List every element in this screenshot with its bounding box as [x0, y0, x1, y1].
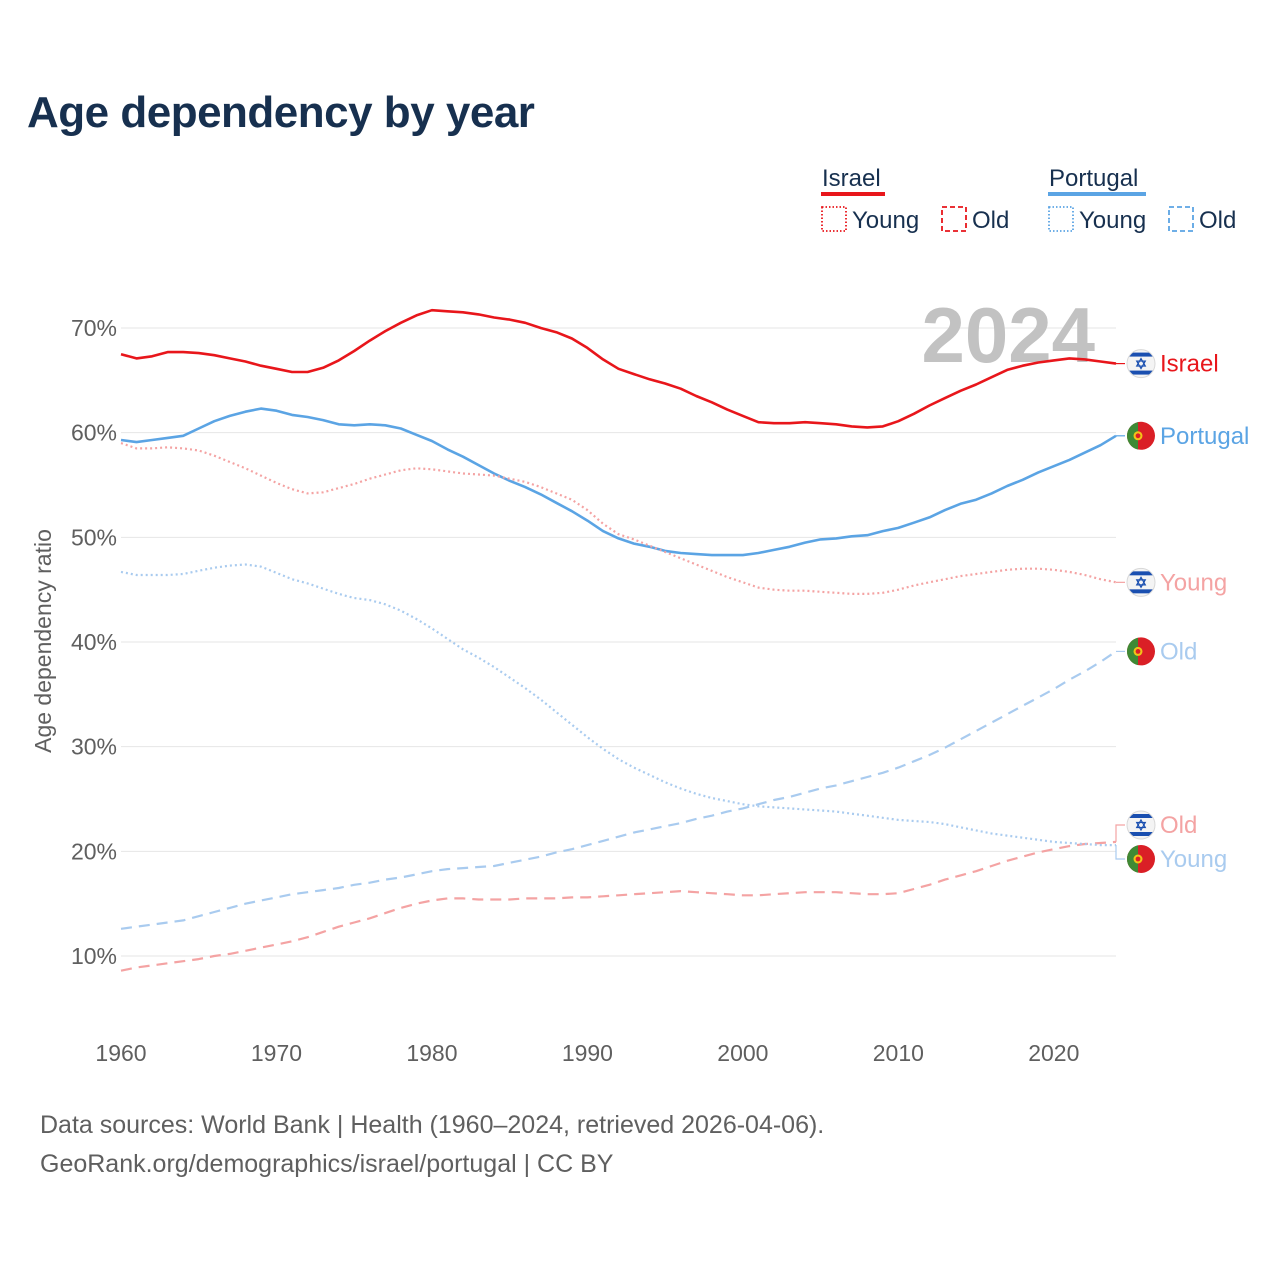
y-tick-label: 60% [71, 420, 117, 446]
israel-flag-icon [1126, 567, 1156, 597]
footer: Data sources: World Bank | Health (1960–… [40, 1106, 824, 1184]
legend-portugal-young-swatch [1048, 206, 1074, 232]
series-line-israel-old [120, 840, 1117, 972]
chart-title: Age dependency by year [27, 88, 535, 137]
end-label-israel-young: Young [1160, 569, 1227, 596]
legend-portugal-old-label: Old [1199, 207, 1236, 234]
end-label-portugal-old: Old [1160, 638, 1197, 665]
israel-flag-icon [1126, 349, 1156, 379]
leader-line [1115, 845, 1125, 860]
leader-line [1115, 824, 1125, 842]
x-axis: 1960 1970 1980 1990 2000 2010 2020 [95, 1040, 1079, 1066]
y-tick-label: 10% [71, 943, 117, 969]
end-labels: Israel Portugal Young Old Old Young [1115, 349, 1249, 873]
end-label-portugal-young: Young [1160, 846, 1227, 873]
legend-israel-old-label: Old [972, 207, 1009, 234]
y-axis-title: Age dependency ratio [30, 529, 56, 753]
x-tick-label: 2020 [1028, 1040, 1079, 1066]
end-label-israel-old: Old [1160, 812, 1197, 839]
y-tick-label: 40% [71, 629, 117, 655]
y-tick-label: 50% [71, 524, 117, 550]
series-line-israel-young [120, 442, 1117, 595]
series-line-israel [120, 308, 1117, 429]
end-label-israel: Israel [1160, 351, 1219, 378]
year-watermark: 2024 [921, 291, 1095, 379]
legend-israel-young-label: Young [852, 207, 919, 234]
attribution-link[interactable]: GeoRank.org/demographics/israel/portugal… [40, 1150, 614, 1178]
series-line-portugal [120, 407, 1117, 557]
series-line-portugal-young [120, 563, 1116, 847]
y-tick-label: 20% [71, 838, 117, 864]
portugal-flag-icon [1127, 637, 1155, 666]
x-tick-label: 1960 [95, 1040, 146, 1066]
legend: Israel Young Old Portugal Young Old [821, 165, 1236, 234]
data-source-text: Data sources: World Bank | Health (1960–… [40, 1111, 825, 1139]
legend-israel-title: Israel [822, 165, 881, 192]
series-lines [120, 308, 1117, 972]
legend-portugal-old-swatch [1168, 206, 1194, 232]
y-axis: 10% 20% 30% 40% 50% 60% 70% [71, 315, 117, 969]
y-tick-label: 70% [71, 315, 117, 341]
legend-portugal-title: Portugal [1049, 165, 1138, 192]
x-tick-label: 1970 [251, 1040, 302, 1066]
series-line-portugal-old [120, 650, 1117, 930]
legend-israel-old-swatch [941, 206, 967, 232]
grid [121, 327, 1116, 957]
legend-portugal-young-label: Young [1079, 207, 1146, 234]
y-tick-label: 30% [71, 734, 117, 760]
israel-flag-icon [1126, 810, 1156, 840]
end-label-portugal: Portugal [1160, 423, 1249, 450]
x-tick-label: 1990 [562, 1040, 613, 1066]
portugal-flag-icon [1127, 421, 1155, 450]
portugal-flag-icon [1127, 845, 1155, 873]
x-tick-label: 1980 [406, 1040, 457, 1066]
x-tick-label: 2000 [717, 1040, 768, 1066]
x-tick-label: 2010 [873, 1040, 924, 1066]
legend-israel-young-swatch [821, 206, 847, 232]
